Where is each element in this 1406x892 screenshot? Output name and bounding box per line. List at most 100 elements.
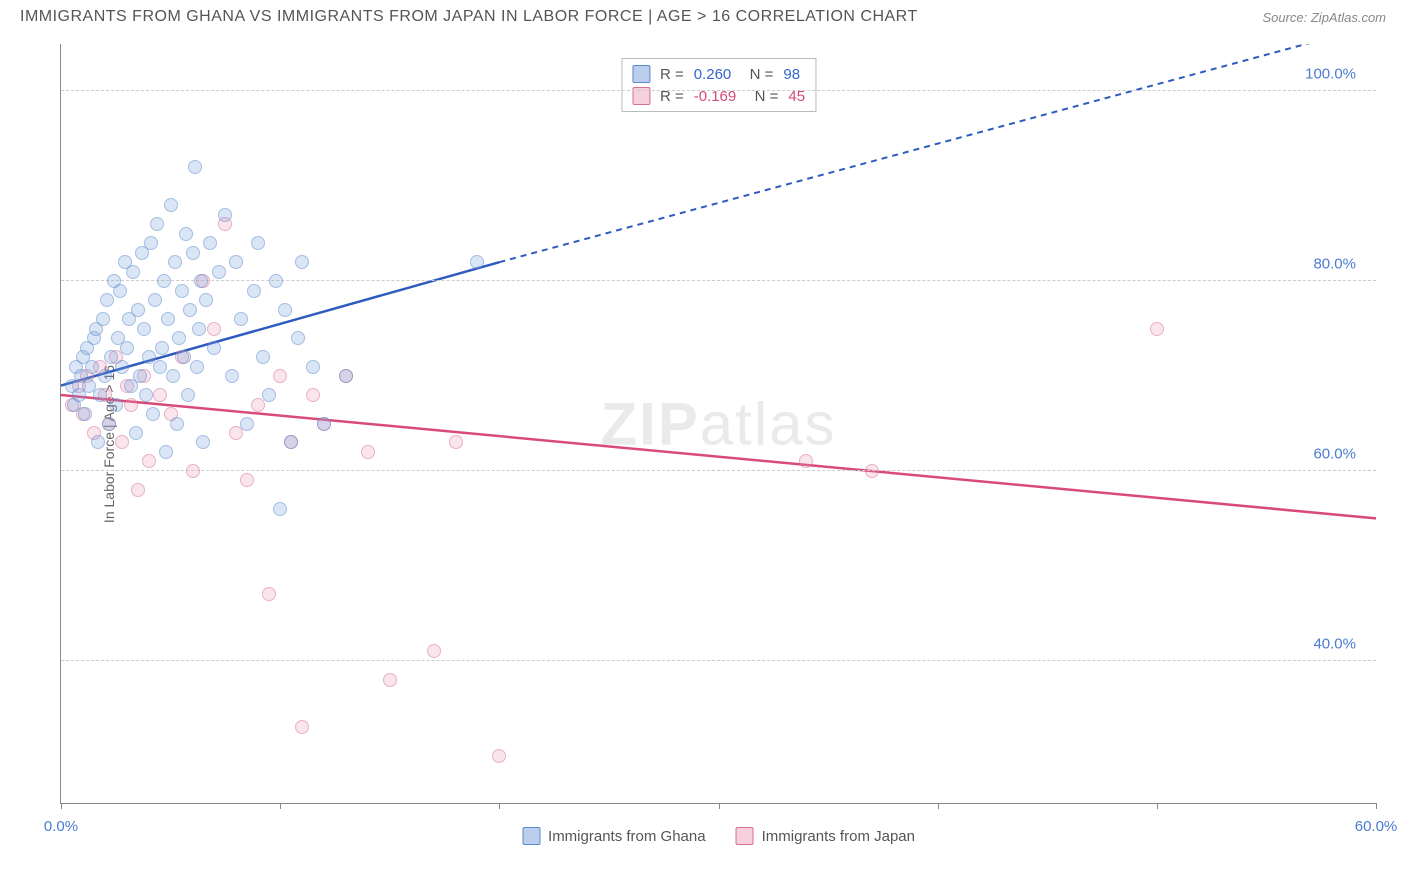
source-label: Source: ZipAtlas.com (1262, 10, 1386, 25)
scatter-point (137, 322, 151, 336)
scatter-point (203, 236, 217, 250)
legend-row-b: R = -0.169 N = 45 (632, 85, 805, 107)
scatter-point (139, 388, 153, 402)
x-tick-label: 60.0% (1355, 818, 1398, 835)
scatter-point (212, 265, 226, 279)
scatter-point (150, 217, 164, 231)
scatter-point (170, 417, 184, 431)
scatter-point (186, 246, 200, 260)
x-tick-label: 0.0% (44, 818, 78, 835)
chart-header: IMMIGRANTS FROM GHANA VS IMMIGRANTS FROM… (0, 0, 1406, 30)
chart-title: IMMIGRANTS FROM GHANA VS IMMIGRANTS FROM… (20, 8, 918, 26)
y-tick-label: 100.0% (1305, 66, 1356, 83)
scatter-point (240, 473, 254, 487)
scatter-point (175, 284, 189, 298)
scatter-point (93, 388, 107, 402)
legend-series: Immigrants from Ghana Immigrants from Ja… (522, 827, 915, 845)
x-tick (499, 803, 500, 809)
scatter-point (251, 236, 265, 250)
scatter-point (164, 198, 178, 212)
y-tick-label: 60.0% (1313, 445, 1356, 462)
scatter-point (284, 435, 298, 449)
scatter-point (124, 398, 138, 412)
scatter-point (109, 398, 123, 412)
y-tick-label: 40.0% (1313, 635, 1356, 652)
scatter-point (181, 388, 195, 402)
scatter-point (273, 502, 287, 516)
scatter-point (295, 720, 309, 734)
legend-correlation: R = 0.260 N = 98 R = -0.169 N = 45 (621, 58, 816, 112)
scatter-point (142, 454, 156, 468)
scatter-point (449, 435, 463, 449)
scatter-point (207, 341, 221, 355)
gridline (61, 280, 1376, 281)
scatter-point (146, 407, 160, 421)
scatter-point (306, 388, 320, 402)
gridline (61, 470, 1376, 471)
scatter-point (339, 369, 353, 383)
x-tick (61, 803, 62, 809)
x-tick (280, 803, 281, 809)
scatter-point (247, 284, 261, 298)
scatter-point (157, 274, 171, 288)
scatter-point (177, 350, 191, 364)
scatter-point (262, 587, 276, 601)
scatter-point (295, 255, 309, 269)
trend-lines (61, 44, 1376, 803)
scatter-point (317, 417, 331, 431)
plot-area: ZIPatlas R = 0.260 N = 98 R = -0.169 N =… (60, 44, 1376, 804)
scatter-point (199, 293, 213, 307)
scatter-point (269, 274, 283, 288)
legend-item-japan: Immigrants from Japan (736, 827, 915, 845)
swatch-japan-icon (736, 827, 754, 845)
scatter-point (102, 417, 116, 431)
scatter-point (131, 303, 145, 317)
scatter-point (218, 208, 232, 222)
scatter-point (273, 369, 287, 383)
scatter-point (148, 293, 162, 307)
scatter-point (155, 341, 169, 355)
scatter-point (78, 407, 92, 421)
scatter-point (492, 749, 506, 763)
scatter-point (207, 322, 221, 336)
scatter-point (115, 360, 129, 374)
scatter-point (166, 369, 180, 383)
scatter-point (383, 673, 397, 687)
legend-item-ghana: Immigrants from Ghana (522, 827, 706, 845)
scatter-point (129, 426, 143, 440)
scatter-point (256, 350, 270, 364)
legend-row-a: R = 0.260 N = 98 (632, 63, 805, 85)
swatch-ghana-icon (632, 65, 650, 83)
scatter-point (306, 360, 320, 374)
scatter-point (1150, 322, 1164, 336)
scatter-point (278, 303, 292, 317)
legend-r-label: R = (660, 66, 684, 83)
scatter-point (126, 265, 140, 279)
scatter-point (131, 483, 145, 497)
scatter-point (133, 369, 147, 383)
scatter-point (159, 445, 173, 459)
scatter-point (194, 274, 208, 288)
scatter-point (96, 312, 110, 326)
scatter-point (225, 369, 239, 383)
scatter-point (361, 445, 375, 459)
scatter-point (470, 255, 484, 269)
scatter-point (168, 255, 182, 269)
legend-label-japan: Immigrants from Japan (762, 828, 915, 845)
scatter-point (91, 435, 105, 449)
swatch-ghana-icon (522, 827, 540, 845)
scatter-point (144, 236, 158, 250)
scatter-point (172, 331, 186, 345)
scatter-point (190, 360, 204, 374)
scatter-point (262, 388, 276, 402)
scatter-point (183, 303, 197, 317)
scatter-point (229, 255, 243, 269)
scatter-point (196, 435, 210, 449)
x-tick (1376, 803, 1377, 809)
scatter-point (161, 312, 175, 326)
y-tick-label: 80.0% (1313, 256, 1356, 273)
scatter-point (427, 644, 441, 658)
scatter-point (115, 435, 129, 449)
scatter-point (179, 227, 193, 241)
scatter-point (186, 464, 200, 478)
